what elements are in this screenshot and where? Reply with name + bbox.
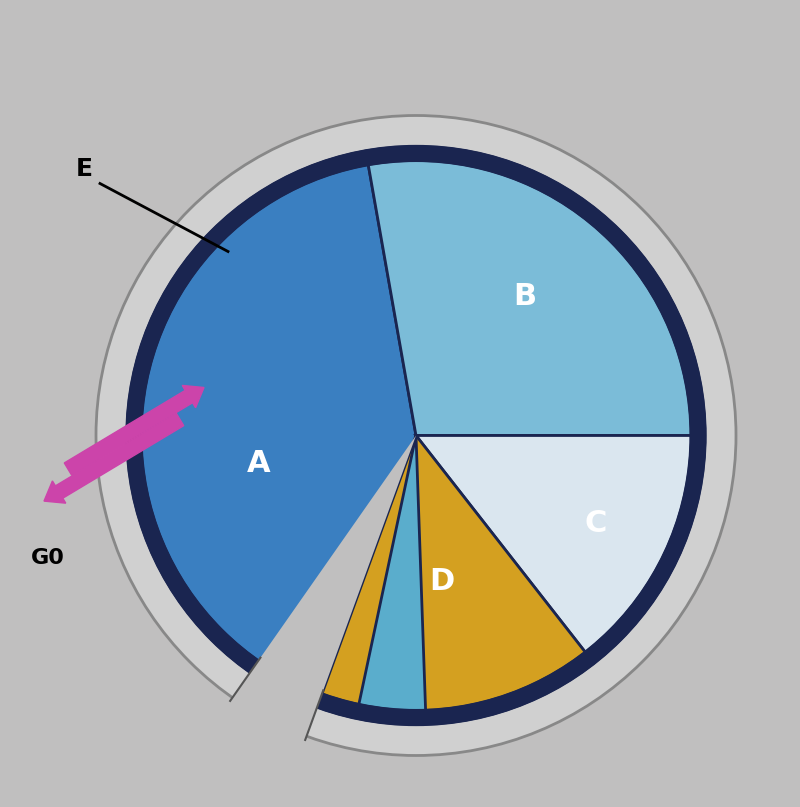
Text: B: B [513, 282, 536, 312]
Wedge shape [368, 161, 691, 436]
Wedge shape [322, 436, 586, 711]
Text: E: E [76, 157, 93, 181]
Wedge shape [416, 436, 691, 652]
Text: A: A [246, 449, 270, 478]
Circle shape [96, 115, 736, 755]
Circle shape [126, 146, 706, 725]
Wedge shape [228, 436, 416, 744]
Wedge shape [141, 165, 416, 705]
Text: D: D [429, 567, 454, 596]
FancyArrow shape [44, 413, 184, 503]
Wedge shape [358, 436, 426, 711]
Text: G0: G0 [30, 547, 64, 567]
Text: C: C [585, 508, 607, 537]
FancyArrow shape [64, 386, 204, 475]
